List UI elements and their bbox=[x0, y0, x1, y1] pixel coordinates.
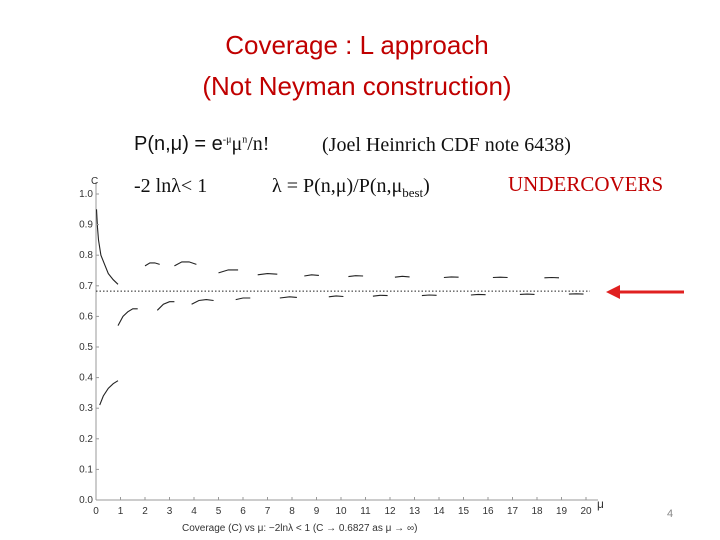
slide-title-line-2: (Not Neyman construction) bbox=[202, 71, 512, 101]
x-tick-label: 8 bbox=[289, 506, 295, 517]
y-tick-label: 0.2 bbox=[79, 434, 93, 445]
coverage-segment-8 bbox=[235, 297, 251, 301]
lambda-main: λ = P(n,μ)/P(n,μ bbox=[272, 175, 403, 197]
x-tick-label: 14 bbox=[433, 506, 445, 517]
reference-note: (Joel Heinrich CDF note 6438) bbox=[322, 134, 571, 156]
x-tick-label: 15 bbox=[458, 506, 470, 517]
lambda-close: ) bbox=[423, 175, 430, 197]
poisson-formula: P(n,μ) = e-μμn/n! bbox=[134, 133, 269, 156]
coverage-segment-14 bbox=[372, 294, 388, 297]
x-tick-label: 3 bbox=[167, 506, 173, 517]
coverage-segment-15 bbox=[394, 275, 410, 278]
x-tick-label: 10 bbox=[335, 506, 347, 517]
verdict-label: UNDERCOVERS bbox=[508, 172, 664, 196]
coverage-segment-7 bbox=[218, 269, 239, 274]
x-tick-label: 17 bbox=[507, 506, 519, 517]
coverage-segment-17 bbox=[443, 276, 459, 279]
coverage-segment-10 bbox=[279, 296, 297, 299]
coverage-segment-3 bbox=[144, 262, 160, 267]
x-tick-label: 9 bbox=[314, 506, 320, 517]
left-arrow-icon bbox=[606, 285, 684, 299]
x-tick-label: 19 bbox=[556, 506, 568, 517]
series-group bbox=[95, 209, 584, 406]
slide-title-line-1: Coverage : L approach bbox=[225, 30, 489, 60]
coverage-segment-0 bbox=[95, 209, 119, 285]
lambda-subscript: best bbox=[402, 185, 424, 200]
y-tick-label: 0.6 bbox=[79, 311, 93, 322]
likelihood-condition: -2 lnλ< 1 bbox=[134, 175, 208, 197]
coverage-segment-12 bbox=[328, 295, 344, 298]
coverage-segment-2 bbox=[117, 308, 138, 326]
coverage-segment-1 bbox=[99, 380, 119, 406]
x-tick-label: 5 bbox=[216, 506, 222, 517]
lambda-definition: λ = P(n,μ)/P(n,μbest) bbox=[272, 175, 430, 201]
x-tick-label: 16 bbox=[482, 506, 494, 517]
x-tick-label: 20 bbox=[580, 506, 592, 517]
y-tick-label: 0.9 bbox=[79, 220, 93, 231]
x-tick-label: 18 bbox=[531, 506, 543, 517]
y-tick-label: 0.7 bbox=[79, 281, 93, 292]
y-tick-label: 0.1 bbox=[79, 464, 93, 475]
y-tick-label: 0.4 bbox=[79, 373, 93, 384]
y-tick-label: 0.8 bbox=[79, 250, 93, 261]
x-ticks: 0 1 2 3 4 5 6 7 8 9 10 11 12 13 14 15 16 17 18 19 20 bbox=[93, 497, 592, 517]
y-tick-label: 0.0 bbox=[79, 495, 93, 506]
y-axis-label: C bbox=[91, 176, 98, 187]
x-tick-label: 11 bbox=[360, 506, 371, 517]
coverage-segment-11 bbox=[304, 274, 319, 277]
formula-exponent-1: -μ bbox=[222, 134, 232, 146]
coverage-segment-5 bbox=[174, 261, 197, 267]
page-number: 4 bbox=[667, 508, 674, 520]
arrow-head bbox=[606, 285, 620, 299]
x-tick-label: 7 bbox=[265, 506, 271, 517]
y-tick-label: 1.0 bbox=[79, 189, 93, 200]
chart-caption: Coverage (C) vs μ: −2lnλ < 1 (C → 0.6827… bbox=[182, 523, 417, 534]
x-tick-label: 12 bbox=[384, 506, 396, 517]
x-tick-label: 1 bbox=[118, 506, 124, 517]
coverage-segment-16 bbox=[421, 294, 437, 297]
x-tick-label: 0 bbox=[93, 506, 99, 517]
y-tick-label: 0.3 bbox=[79, 403, 93, 414]
formula-exponent-2: n bbox=[242, 134, 248, 146]
y-ticks: 0.0 0.1 0.2 0.3 0.4 0.5 0.6 0.7 0.8 0.9 1.0 bbox=[79, 189, 99, 506]
coverage-segment-13 bbox=[348, 275, 364, 278]
coverage-segment-9 bbox=[257, 273, 278, 276]
x-axis-label: μ bbox=[597, 497, 604, 511]
formula-tail: /n! bbox=[247, 133, 270, 155]
formula-lhs: P(n,μ) = e bbox=[134, 133, 223, 155]
coverage-segment-18 bbox=[470, 293, 486, 296]
x-tick-label: 2 bbox=[142, 506, 148, 517]
chart-axes bbox=[95, 182, 598, 501]
x-tick-label: 13 bbox=[409, 506, 421, 517]
coverage-segment-6 bbox=[191, 299, 214, 305]
y-tick-label: 0.5 bbox=[79, 342, 93, 353]
x-tick-label: 6 bbox=[240, 506, 246, 517]
formula-mid: μ bbox=[231, 133, 243, 155]
x-tick-label: 4 bbox=[191, 506, 197, 517]
coverage-segment-4 bbox=[156, 301, 175, 311]
